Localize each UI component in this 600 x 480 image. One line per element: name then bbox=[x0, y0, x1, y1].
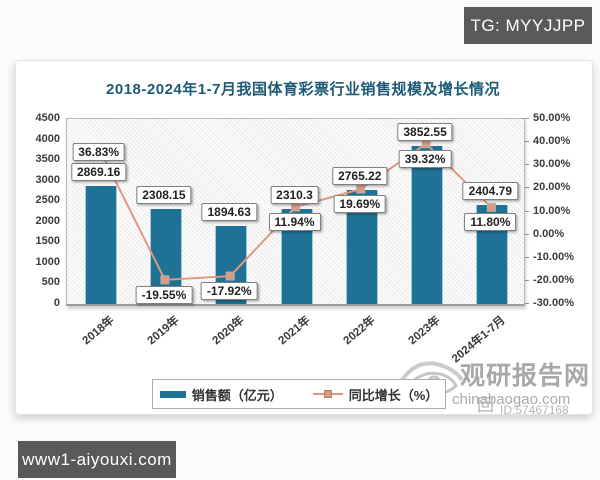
watermark-id: ID:57467168 bbox=[500, 403, 569, 417]
legend: 销售额（亿元） 同比增长（%） bbox=[152, 379, 446, 409]
growth-pct-label: -19.55% bbox=[135, 285, 193, 304]
right-axis-tick-mark bbox=[524, 279, 529, 281]
right-axis-tick-label: 30.00% bbox=[533, 158, 571, 171]
left-axis-tick-label: 4500 bbox=[35, 112, 60, 124]
right-axis-tick-label: 20.00% bbox=[533, 181, 571, 194]
right-axis-tick-label: -20.00% bbox=[533, 273, 574, 286]
right-axis-tick-label: 10.00% bbox=[533, 204, 571, 217]
growth-pct-label: 36.83% bbox=[72, 143, 125, 162]
plot-area bbox=[66, 118, 525, 306]
left-axis-tick-label: 0 bbox=[53, 297, 60, 309]
telegram-tag-banner: TG: MYYJJPP bbox=[464, 7, 592, 44]
right-axis-tick-label: 50.00% bbox=[533, 112, 571, 124]
bar-value-label: 2308.15 bbox=[136, 186, 192, 205]
watermark-logo-glyph: 回 bbox=[477, 396, 494, 415]
growth-pct-label: -17.92% bbox=[200, 282, 258, 301]
bar-value-label: 2310.3 bbox=[270, 186, 319, 205]
growth-line bbox=[95, 139, 496, 285]
left-axis-tick-label: 3500 bbox=[35, 153, 60, 166]
source-site-banner: www1-aiyouxi.com bbox=[18, 441, 176, 478]
line-series-swatch bbox=[312, 390, 343, 398]
left-axis-tick-label: 4000 bbox=[35, 132, 60, 145]
right-axis-tick-mark bbox=[524, 187, 529, 189]
left-axis-tick-label: 2500 bbox=[35, 194, 60, 207]
bar-value-label: 3852.55 bbox=[397, 122, 453, 141]
bar-series-swatch bbox=[159, 390, 186, 398]
growth-line-marker bbox=[291, 202, 300, 212]
growth-pct-label: 19.69% bbox=[333, 195, 387, 214]
left-axis-tick-label: 3000 bbox=[35, 173, 60, 186]
growth-line-marker bbox=[356, 184, 366, 194]
sales-bar bbox=[84, 186, 117, 304]
right-axis-tick-mark bbox=[524, 210, 529, 212]
right-axis-tick-label: 40.00% bbox=[533, 135, 571, 148]
growth-line-marker bbox=[421, 139, 431, 149]
growth-line-marker bbox=[225, 271, 235, 281]
right-axis-tick-label: 0.00% bbox=[533, 227, 565, 240]
growth-line-marker bbox=[160, 275, 170, 285]
right-axis-tick-mark bbox=[524, 118, 529, 119]
right-axis-tick-mark bbox=[524, 233, 529, 235]
left-axis-tick-label: 1500 bbox=[35, 235, 60, 248]
bar-value-label: 2765.22 bbox=[332, 167, 388, 186]
bar-value-label: 2869.16 bbox=[70, 163, 127, 182]
growth-pct-label: 11.94% bbox=[268, 213, 321, 231]
watermark-site-url: chinabaogao.com bbox=[452, 391, 571, 408]
sales-bar bbox=[411, 145, 444, 304]
growth-pct-label: 11.80% bbox=[464, 213, 517, 232]
bar-value-label: 2404.79 bbox=[462, 182, 519, 201]
legend-label-growth: 同比增长（%） bbox=[348, 387, 439, 403]
chart-title: 2018-2024年1-7月我国体育彩票行业销售规模及增长情况 bbox=[106, 81, 500, 98]
left-axis-tick-label: 1000 bbox=[35, 255, 60, 268]
right-axis-tick-label: -30.00% bbox=[533, 297, 574, 309]
watermark-site-name: 观研报告网 bbox=[460, 362, 591, 390]
right-axis-tick-mark bbox=[524, 256, 529, 258]
right-axis-tick-mark bbox=[524, 141, 529, 143]
left-axis-tick-label: 500 bbox=[41, 276, 60, 289]
right-axis-tick-mark bbox=[524, 164, 529, 166]
right-axis-tick-mark bbox=[524, 303, 529, 304]
left-axis-tick-label: 2000 bbox=[35, 214, 60, 227]
growth-line-marker bbox=[486, 202, 496, 212]
legend-item-growth: 同比增长（%） bbox=[312, 385, 439, 404]
legend-item-sales: 销售额（亿元） bbox=[159, 385, 283, 404]
right-axis-tick-label: -10.00% bbox=[533, 250, 574, 263]
growth-pct-label: 39.32% bbox=[398, 149, 452, 168]
legend-label-sales: 销售额（亿元） bbox=[191, 387, 283, 403]
bar-value-label: 1894.63 bbox=[201, 203, 257, 222]
